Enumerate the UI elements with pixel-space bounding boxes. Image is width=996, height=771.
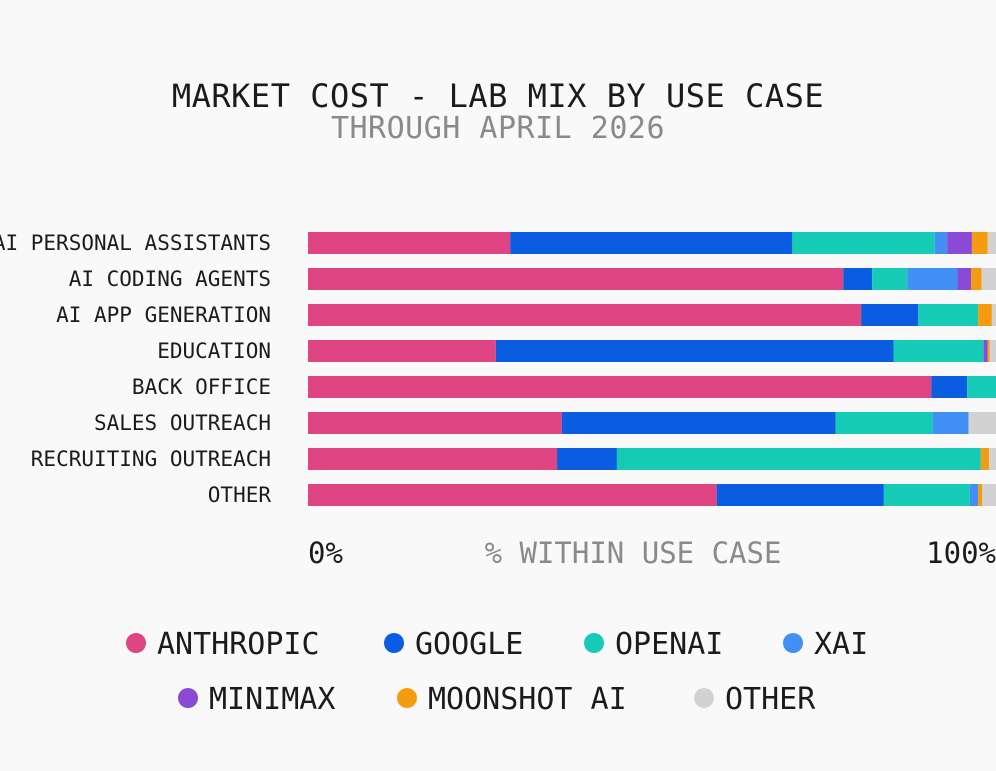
bar-segment-back-office-anthropic bbox=[308, 376, 932, 398]
bar-segment-back-office-google bbox=[931, 376, 968, 398]
bar-segment-ai-coding-agents-moonshot-ai bbox=[971, 268, 982, 290]
bar-segment-other-moonshot-ai bbox=[978, 484, 983, 506]
legend-swatch-openai bbox=[584, 633, 604, 653]
bar-segment-other-other bbox=[982, 484, 996, 506]
legend-label-xai: XAI bbox=[814, 627, 868, 662]
bar-segment-ai-personal-assistants-openai bbox=[792, 232, 935, 254]
legend-swatch-other bbox=[694, 688, 714, 708]
legend-label-moonshot-ai: MOONSHOT AI bbox=[428, 682, 627, 717]
bar-segment-education-minimax bbox=[983, 340, 988, 362]
category-label-sales-outreach: SALES OUTREACH bbox=[94, 411, 271, 435]
bar-segment-ai-app-generation-anthropic bbox=[308, 304, 862, 326]
bar-segment-ai-coding-agents-openai bbox=[872, 268, 908, 290]
category-label-recruiting-outreach: RECRUITING OUTREACH bbox=[31, 447, 271, 471]
bar-segment-recruiting-outreach-openai bbox=[616, 448, 981, 470]
bar-segment-other-openai bbox=[883, 484, 970, 506]
bar-segment-education-other bbox=[989, 340, 996, 362]
chart-title: MARKET COST - LAB MIX BY USE CASE bbox=[172, 77, 824, 115]
bar-segment-ai-app-generation-openai bbox=[918, 304, 979, 326]
x-tick-label-end: 100% bbox=[926, 536, 996, 570]
legend-swatch-minimax bbox=[178, 688, 198, 708]
bar-segment-ai-personal-assistants-other bbox=[987, 232, 996, 254]
bar-segment-ai-personal-assistants-moonshot-ai bbox=[971, 232, 988, 254]
bar-segment-ai-coding-agents-anthropic bbox=[308, 268, 844, 290]
bar-segment-other-xai bbox=[969, 484, 979, 506]
bar-segment-education-anthropic bbox=[308, 340, 496, 362]
bar-segment-ai-coding-agents-google bbox=[843, 268, 873, 290]
legend-swatch-anthropic bbox=[126, 633, 146, 653]
category-label-education: EDUCATION bbox=[157, 339, 271, 363]
legend-swatch-xai bbox=[783, 633, 803, 653]
legend-label-minimax: MINIMAX bbox=[209, 682, 335, 717]
bar-segment-ai-personal-assistants-google bbox=[510, 232, 793, 254]
legend-swatch-google bbox=[384, 633, 404, 653]
bar-segment-sales-outreach-openai bbox=[835, 412, 933, 434]
x-axis-title: % WITHIN USE CASE bbox=[485, 536, 782, 570]
bar-segment-recruiting-outreach-moonshot-ai bbox=[980, 448, 990, 470]
bar-segment-sales-outreach-other bbox=[968, 412, 996, 434]
category-label-ai-coding-agents: AI CODING AGENTS bbox=[69, 267, 271, 291]
bar-segment-ai-app-generation-google bbox=[861, 304, 919, 326]
bar-segment-ai-personal-assistants-xai bbox=[934, 232, 948, 254]
category-label-ai-personal-assistants: AI PERSONAL ASSISTANTS bbox=[0, 231, 271, 255]
bar-segment-sales-outreach-google bbox=[561, 412, 836, 434]
bar-segment-ai-coding-agents-other bbox=[981, 268, 996, 290]
bar-segment-recruiting-outreach-google bbox=[557, 448, 617, 470]
legend-label-anthropic: ANTHROPIC bbox=[157, 627, 320, 662]
legend-label-google: GOOGLE bbox=[415, 627, 523, 662]
x-tick-label-start: 0% bbox=[308, 536, 343, 570]
bar-segment-recruiting-outreach-other bbox=[989, 448, 996, 470]
bar-segment-ai-app-generation-moonshot-ai bbox=[978, 304, 992, 326]
bar-segment-other-google bbox=[716, 484, 884, 506]
category-label-back-office: BACK OFFICE bbox=[132, 375, 271, 399]
bar-segment-education-openai bbox=[893, 340, 984, 362]
bar-segment-ai-personal-assistants-minimax bbox=[947, 232, 972, 254]
bar-segment-other-anthropic bbox=[308, 484, 717, 506]
bar-segment-ai-app-generation-other bbox=[991, 304, 996, 326]
bar-segment-sales-outreach-xai bbox=[932, 412, 969, 434]
category-label-other: OTHER bbox=[208, 483, 272, 507]
legend-label-other: OTHER bbox=[725, 682, 816, 717]
legend-label-openai: OPENAI bbox=[615, 627, 723, 662]
bar-segment-back-office-openai bbox=[967, 376, 996, 398]
bars-area: AI PERSONAL ASSISTANTS AI CODING AGENTS AI… bbox=[0, 231, 996, 507]
legend-swatch-moonshot-ai bbox=[397, 688, 417, 708]
legend: ANTHROPIC GOOGLE OPENAI XAI MINIMAX MOONSHOT … bbox=[126, 627, 868, 717]
chart-subtitle: THROUGH APRIL 2026 bbox=[331, 111, 665, 146]
bar-segment-sales-outreach-anthropic bbox=[308, 412, 562, 434]
bar-segment-ai-coding-agents-minimax bbox=[957, 268, 972, 290]
category-label-ai-app-generation: AI APP GENERATION bbox=[56, 303, 271, 327]
bar-segment-recruiting-outreach-anthropic bbox=[308, 448, 558, 470]
bar-segment-ai-personal-assistants-anthropic bbox=[308, 232, 511, 254]
bar-segment-education-google bbox=[495, 340, 894, 362]
bar-segment-education-moonshot-ai bbox=[987, 340, 990, 362]
bar-segment-ai-coding-agents-xai bbox=[907, 268, 958, 290]
